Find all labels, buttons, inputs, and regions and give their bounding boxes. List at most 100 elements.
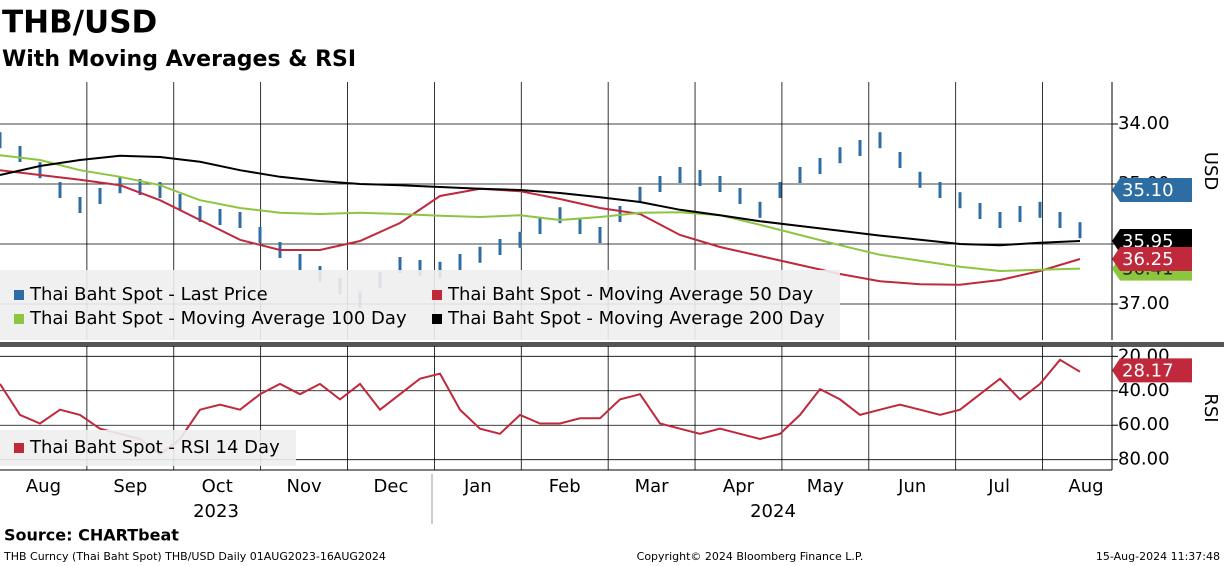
last-value-box [1112, 178, 1192, 202]
grid-layer [0, 82, 1112, 470]
price-bar [138, 179, 142, 195]
price-bar [1038, 201, 1042, 218]
legend-box [0, 430, 296, 466]
last-value-label: 35.10 [1122, 180, 1174, 201]
x-tick-label: Jul [987, 476, 1010, 497]
price-bar [1078, 222, 1082, 239]
last-value-label: 35.95 [1122, 231, 1174, 252]
price-bar [1058, 212, 1062, 228]
x-tick-label: Jun [897, 476, 926, 497]
series-line [0, 154, 1081, 247]
footer-left: THB Curncy (Thai Baht Spot) THB/USD Dail… [3, 550, 386, 563]
price-bar [498, 239, 502, 255]
x-tick-label: Nov [287, 476, 322, 497]
price-bar [298, 254, 302, 270]
x-tick-label: Aug [26, 476, 61, 497]
price-bar [978, 203, 982, 219]
y-tick-label: 40.00 [1118, 380, 1170, 401]
legend-swatch [14, 290, 24, 300]
price-bar [238, 212, 242, 228]
price-bar [958, 192, 962, 209]
price-bar [558, 207, 562, 224]
price-bar [98, 188, 102, 204]
price-bar [178, 194, 182, 210]
price-bar [398, 257, 402, 273]
x-tick-label: Aug [1068, 476, 1103, 497]
x-tick-label: Oct [202, 476, 233, 497]
price-bar [938, 182, 942, 198]
price-bar [18, 146, 22, 162]
chart-title: THB/USD [2, 5, 157, 41]
price-bar [518, 231, 522, 248]
price-bar [898, 152, 902, 168]
price-bar [918, 171, 922, 188]
legend-box [0, 270, 840, 340]
y-axis-label: USD [1200, 152, 1221, 190]
price-bar [798, 167, 802, 183]
y-tick-label: 80.00 [1118, 449, 1170, 470]
source: Source: CHARTbeat [4, 526, 179, 545]
price-bar [478, 246, 482, 263]
legend-label: Thai Baht Spot - Moving Average 200 Day [447, 308, 825, 329]
price-bar [698, 170, 702, 186]
x-tick-label: Apr [723, 476, 755, 497]
price-bar [998, 212, 1002, 228]
price-bar [778, 182, 782, 198]
x-tick-label: Feb [549, 476, 581, 497]
price-bar [658, 176, 662, 192]
price-bar [678, 167, 682, 183]
legend-label: Thai Baht Spot - RSI 14 Day [29, 437, 280, 458]
series-line [0, 154, 1081, 273]
footer-right: 15-Aug-2024 11:37:48 [1096, 550, 1220, 563]
price-bar [38, 162, 42, 179]
year-label: 2024 [750, 501, 796, 522]
legend-label: Thai Baht Spot - Last Price [29, 284, 268, 305]
legend-swatch [432, 290, 442, 300]
price-bar [58, 182, 62, 198]
panel-separator [0, 342, 1224, 347]
y-tick-label: 37.00 [1118, 293, 1170, 314]
price-bar [158, 182, 162, 198]
y-tick-label: 60.00 [1118, 414, 1170, 435]
price-bar [1018, 206, 1022, 222]
price-bar [818, 158, 822, 174]
last-value-label: 28.17 [1122, 360, 1174, 381]
series-line [0, 169, 1081, 286]
last-value-box [1112, 247, 1192, 271]
legend-swatch [14, 443, 24, 453]
price-bar [258, 227, 262, 243]
price-bar [418, 260, 422, 276]
y-axis-label: RSI [1200, 393, 1221, 422]
x-tick-label: May [807, 476, 845, 497]
price-bar [638, 186, 642, 203]
price-bar [198, 206, 202, 222]
price-bar [78, 197, 82, 213]
price-bar [738, 188, 742, 204]
price-bar [718, 176, 722, 192]
price-bar [578, 218, 582, 234]
overlay-layer: Aug Sep Oct Nov Dec Jan Feb Mar Apr May Jun Jul Aug 2… [0, 82, 1221, 522]
price-bar [878, 132, 882, 149]
legend-swatch [432, 314, 442, 324]
price-bar [838, 147, 842, 164]
year-label: 2023 [193, 501, 239, 522]
last-value-label: 36.25 [1122, 249, 1174, 270]
last-value-box [1112, 358, 1192, 383]
price-bar [438, 261, 442, 278]
price-bar [758, 201, 762, 218]
footer-center: Copyright© 2024 Bloomberg Finance L.P. [637, 550, 864, 563]
x-tick-label: Mar [635, 476, 670, 497]
legend-label: Thai Baht Spot - Moving Average 100 Day [29, 308, 407, 329]
legend-label: Thai Baht Spot - Moving Average 50 Day [447, 284, 813, 305]
price-bar [598, 227, 602, 243]
price-bar [218, 209, 222, 225]
chart-subtitle: With Moving Averages & RSI [2, 47, 356, 72]
legend-swatch [14, 314, 24, 324]
x-tick-label: Dec [374, 476, 409, 497]
y-tick-label: 34.00 [1118, 113, 1170, 134]
price-bar [0, 132, 2, 149]
price-bar [858, 140, 862, 156]
x-tick-label: Sep [113, 476, 147, 497]
price-bar [458, 254, 462, 270]
